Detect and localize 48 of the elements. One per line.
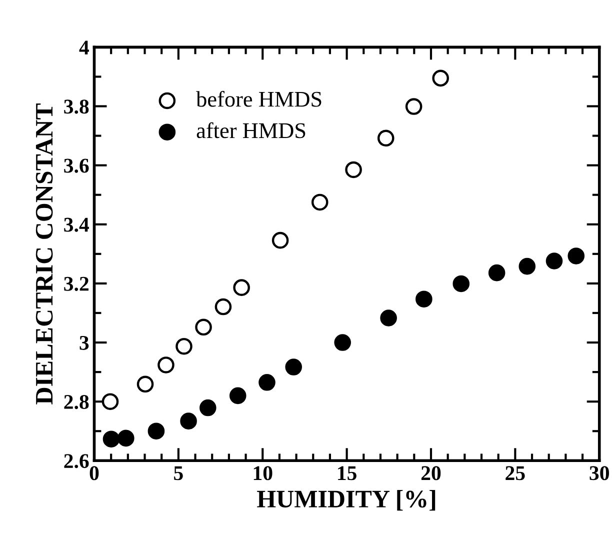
point bbox=[345, 161, 362, 178]
y-tick-label: 3.8 bbox=[64, 100, 89, 114]
y-tick-label: 3 bbox=[80, 336, 89, 350]
y-tick-label: 3.4 bbox=[64, 218, 89, 232]
point bbox=[102, 430, 120, 448]
x-axis-title: HUMIDITY [%] bbox=[257, 490, 436, 511]
point bbox=[229, 387, 246, 404]
point bbox=[102, 393, 119, 410]
legend-label: before HMDS bbox=[196, 90, 322, 107]
point bbox=[416, 290, 432, 308]
x-tick-label: 0 bbox=[90, 466, 99, 480]
point bbox=[334, 334, 351, 351]
point bbox=[452, 275, 470, 292]
point bbox=[233, 279, 250, 296]
point bbox=[214, 298, 232, 316]
point bbox=[118, 430, 134, 447]
point bbox=[272, 232, 289, 249]
x-tick-label: 5 bbox=[174, 466, 183, 480]
x-tick-label: 15 bbox=[338, 466, 356, 480]
y-tick-label: 2.8 bbox=[64, 394, 89, 410]
point bbox=[568, 248, 585, 264]
y-tick-label: 4 bbox=[79, 40, 89, 54]
y-tick-label: 2.6 bbox=[64, 454, 89, 468]
point bbox=[195, 318, 212, 336]
point bbox=[285, 358, 302, 376]
x-tick-label: 30 bbox=[590, 466, 609, 480]
y-tick-label: 3.6 bbox=[64, 158, 89, 173]
point bbox=[258, 374, 276, 391]
point bbox=[488, 264, 506, 282]
x-tick-label: 10 bbox=[254, 466, 272, 480]
point bbox=[546, 252, 563, 270]
point bbox=[200, 399, 216, 416]
point bbox=[180, 412, 197, 430]
point bbox=[405, 98, 422, 115]
legend-label: after HMDS bbox=[196, 122, 306, 138]
x-tick-label: 20 bbox=[421, 466, 441, 480]
point bbox=[518, 258, 536, 275]
x-tick-label: 25 bbox=[506, 466, 525, 480]
point bbox=[311, 194, 328, 211]
y-tick-label: 3.2 bbox=[64, 276, 88, 291]
y-axis-title: DIELECTRIC CONSTANT bbox=[36, 103, 53, 404]
point bbox=[380, 310, 397, 326]
point bbox=[176, 338, 192, 355]
point bbox=[432, 70, 449, 87]
point bbox=[136, 376, 154, 393]
point bbox=[377, 130, 394, 147]
point bbox=[158, 356, 174, 374]
point bbox=[148, 422, 165, 440]
